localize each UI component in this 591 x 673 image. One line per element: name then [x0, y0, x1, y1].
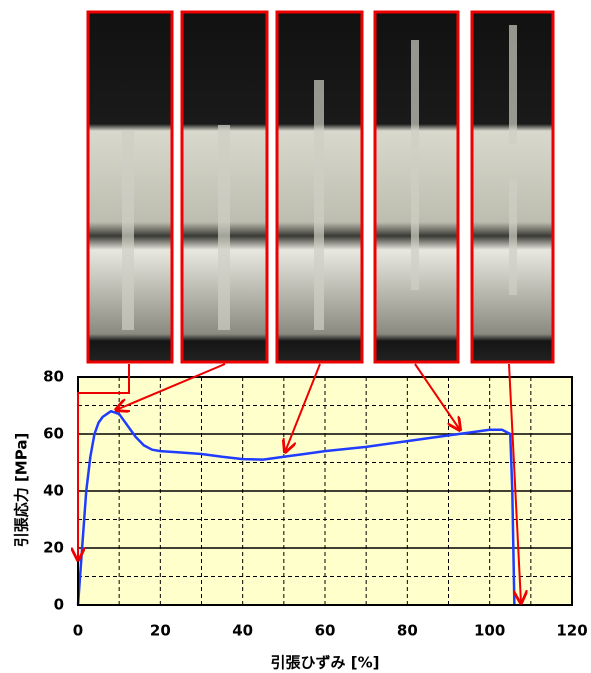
x-axis-label: 引張ひずみ [%] — [271, 654, 380, 672]
y-tick-label: 60 — [43, 425, 64, 443]
x-tick-label: 0 — [73, 622, 83, 640]
y-tick-label: 0 — [54, 596, 64, 614]
photo-panels — [88, 12, 553, 362]
x-tick-label: 60 — [315, 622, 336, 640]
x-tick-label: 100 — [474, 622, 505, 640]
specimen — [509, 25, 517, 145]
x-tick-label: 40 — [232, 622, 253, 640]
y-axis-label: 引張応力 [MPa] — [13, 433, 31, 548]
specimen — [314, 80, 324, 330]
y-tick-label: 40 — [43, 482, 64, 500]
specimen — [509, 180, 517, 295]
x-tick-label: 80 — [397, 622, 418, 640]
y-tick-label: 20 — [43, 539, 64, 557]
specimen — [411, 40, 419, 290]
specimen — [218, 125, 230, 330]
y-tick-label: 80 — [43, 368, 64, 386]
x-tick-label: 20 — [150, 622, 171, 640]
chart: 引張ひずみ [%] 引張応力 [MPa] 0 20 40 60 80 0 20 40 60 80 1… — [0, 0, 591, 673]
x-tick-label: 120 — [556, 622, 587, 640]
specimen — [122, 130, 134, 330]
